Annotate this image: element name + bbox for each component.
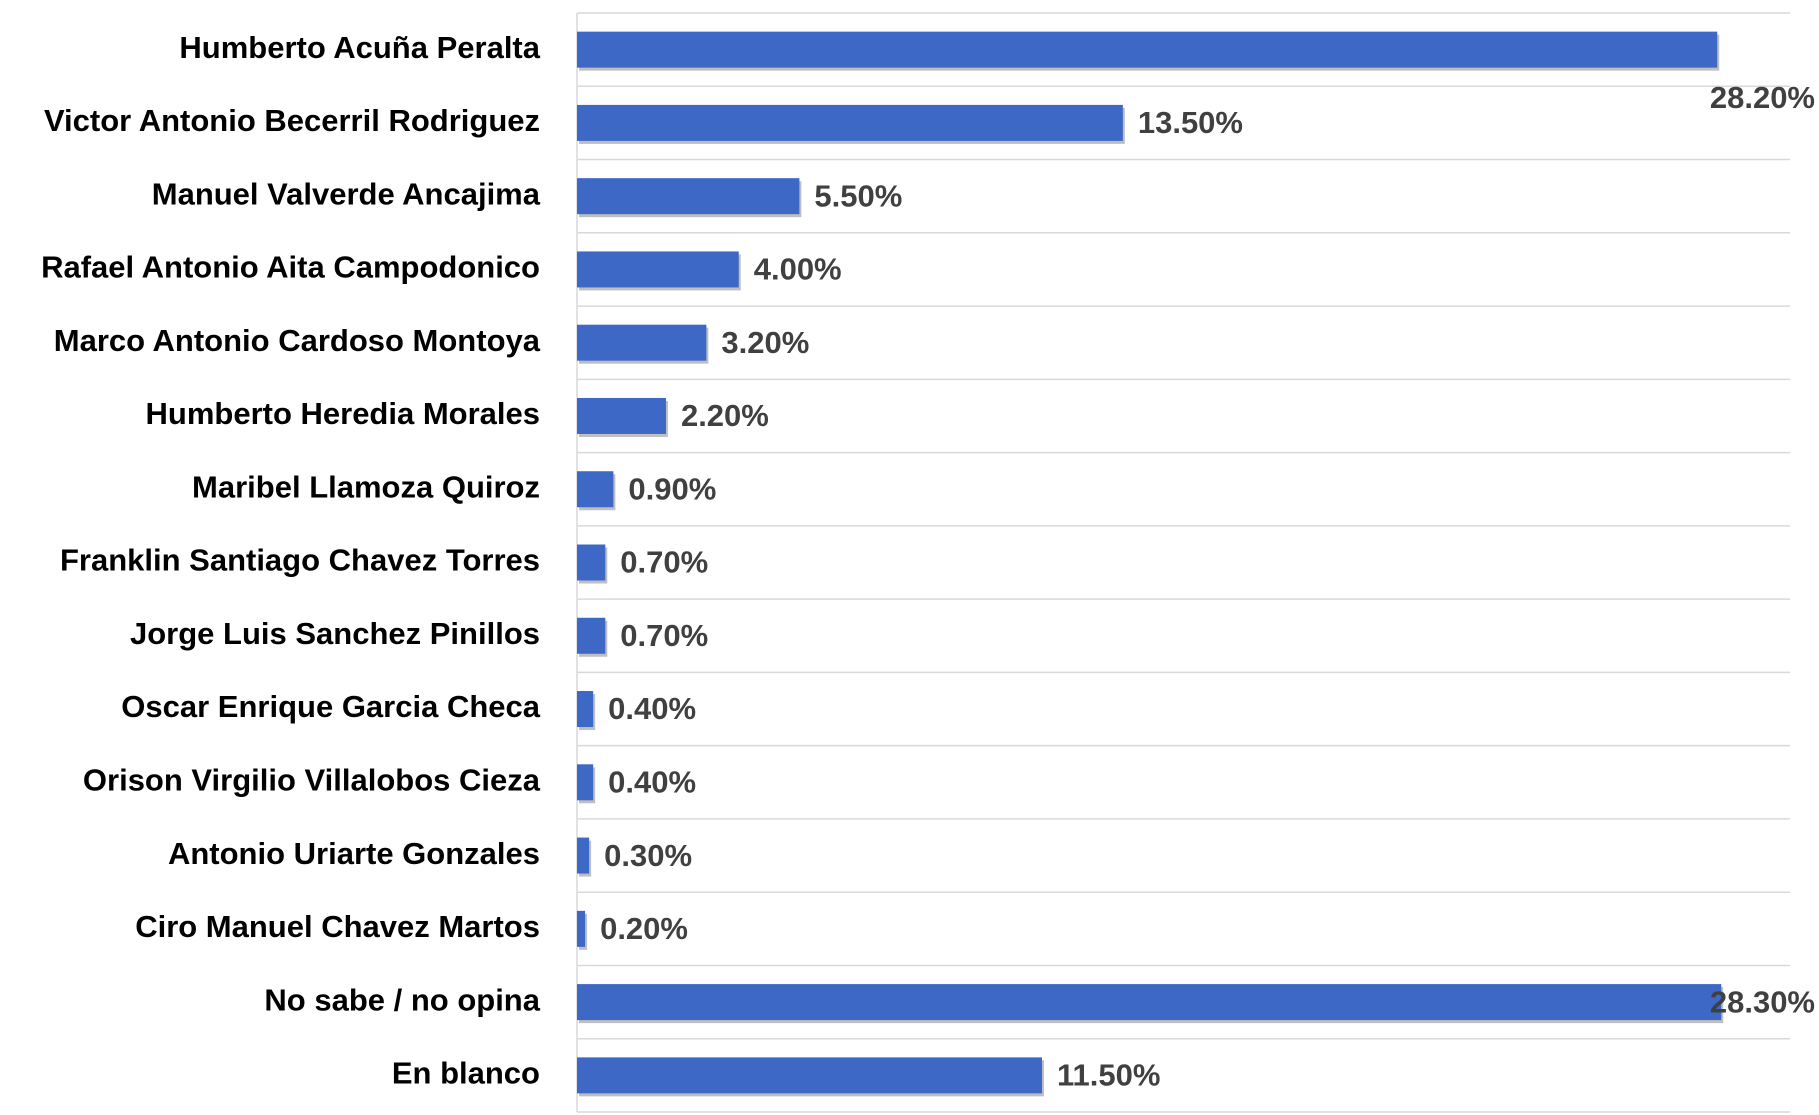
category-label: Maribel Llamoza Quiroz xyxy=(192,469,540,504)
bar xyxy=(577,104,1123,141)
category-label: Jorge Luis Sanchez Pinillos xyxy=(130,616,540,651)
value-label: 11.50% xyxy=(1057,1058,1160,1093)
value-label: 28.20% xyxy=(1710,80,1815,115)
category-label: Ciro Manuel Chavez Martos xyxy=(135,909,540,944)
bar xyxy=(577,324,707,361)
value-label: 13.50% xyxy=(1138,105,1243,140)
bar xyxy=(577,251,739,288)
bar xyxy=(577,471,614,508)
category-label: Oscar Enrique Garcia Checa xyxy=(121,689,540,724)
category-label: Franklin Santiago Chavez Torres xyxy=(60,543,540,578)
bar xyxy=(577,178,800,215)
bar xyxy=(577,617,606,654)
value-label: 5.50% xyxy=(814,178,902,213)
bar xyxy=(577,984,1722,1021)
value-label: 3.20% xyxy=(721,325,809,360)
category-label: No sabe / no opina xyxy=(264,982,540,1017)
category-label: Marco Antonio Cardoso Montoya xyxy=(54,323,541,358)
bar xyxy=(577,910,586,947)
bar xyxy=(577,764,594,801)
category-label: Antonio Uriarte Gonzales xyxy=(168,836,540,871)
value-label: 0.40% xyxy=(608,691,696,726)
category-label: Orison Virgilio Villalobos Cieza xyxy=(83,762,541,797)
value-label: 0.90% xyxy=(628,471,716,506)
category-label: Humberto Acuña Peralta xyxy=(179,30,540,65)
value-label: 0.40% xyxy=(608,764,696,799)
value-label: 28.30% xyxy=(1710,984,1815,1019)
bar xyxy=(577,837,590,874)
category-label: En blanco xyxy=(392,1056,540,1091)
value-label: 2.20% xyxy=(681,398,769,433)
value-label: 0.70% xyxy=(620,545,708,580)
value-label: 4.00% xyxy=(754,252,842,287)
bar xyxy=(577,397,666,434)
category-label: Victor Antonio Becerril Rodriguez xyxy=(44,103,540,138)
category-label: Humberto Heredia Morales xyxy=(146,396,541,431)
bar xyxy=(577,691,594,728)
value-label: 0.20% xyxy=(600,911,688,946)
value-label: 0.30% xyxy=(604,838,692,873)
value-label: 0.70% xyxy=(620,618,708,653)
category-label: Rafael Antonio Aita Campodonico xyxy=(41,250,540,285)
bar xyxy=(577,1057,1042,1094)
category-label: Manuel Valverde Ancajima xyxy=(152,176,541,211)
bar xyxy=(577,31,1718,68)
bar xyxy=(577,544,606,581)
